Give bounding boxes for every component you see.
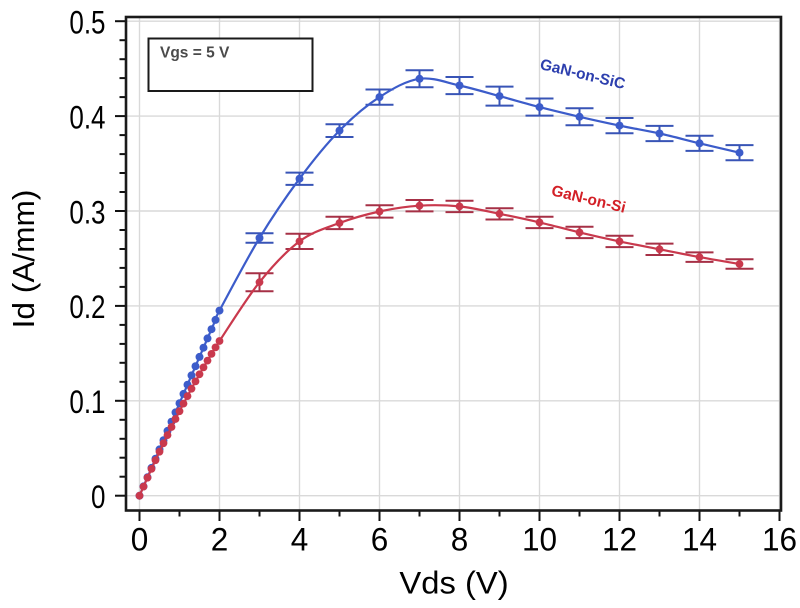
svg-text:0: 0: [131, 521, 149, 558]
svg-text:10: 10: [522, 521, 557, 558]
svg-text:16: 16: [762, 521, 797, 558]
svg-text:8: 8: [451, 521, 469, 558]
svg-text:0.5: 0.5: [69, 5, 105, 41]
svg-text:0.3: 0.3: [69, 195, 105, 231]
svg-text:12: 12: [602, 521, 637, 558]
svg-text:Vgs = 5 V: Vgs = 5 V: [160, 45, 230, 62]
svg-text:0.1: 0.1: [69, 384, 105, 420]
svg-text:0: 0: [91, 479, 105, 515]
svg-text:0.2: 0.2: [69, 289, 105, 325]
svg-text:Vds (V): Vds (V): [399, 565, 508, 600]
svg-text:Id (A/mm): Id (A/mm): [6, 190, 41, 329]
svg-text:14: 14: [682, 521, 717, 558]
svg-text:4: 4: [291, 521, 309, 558]
svg-text:0.4: 0.4: [69, 100, 105, 136]
svg-text:2: 2: [211, 521, 229, 558]
svg-text:6: 6: [371, 521, 389, 558]
